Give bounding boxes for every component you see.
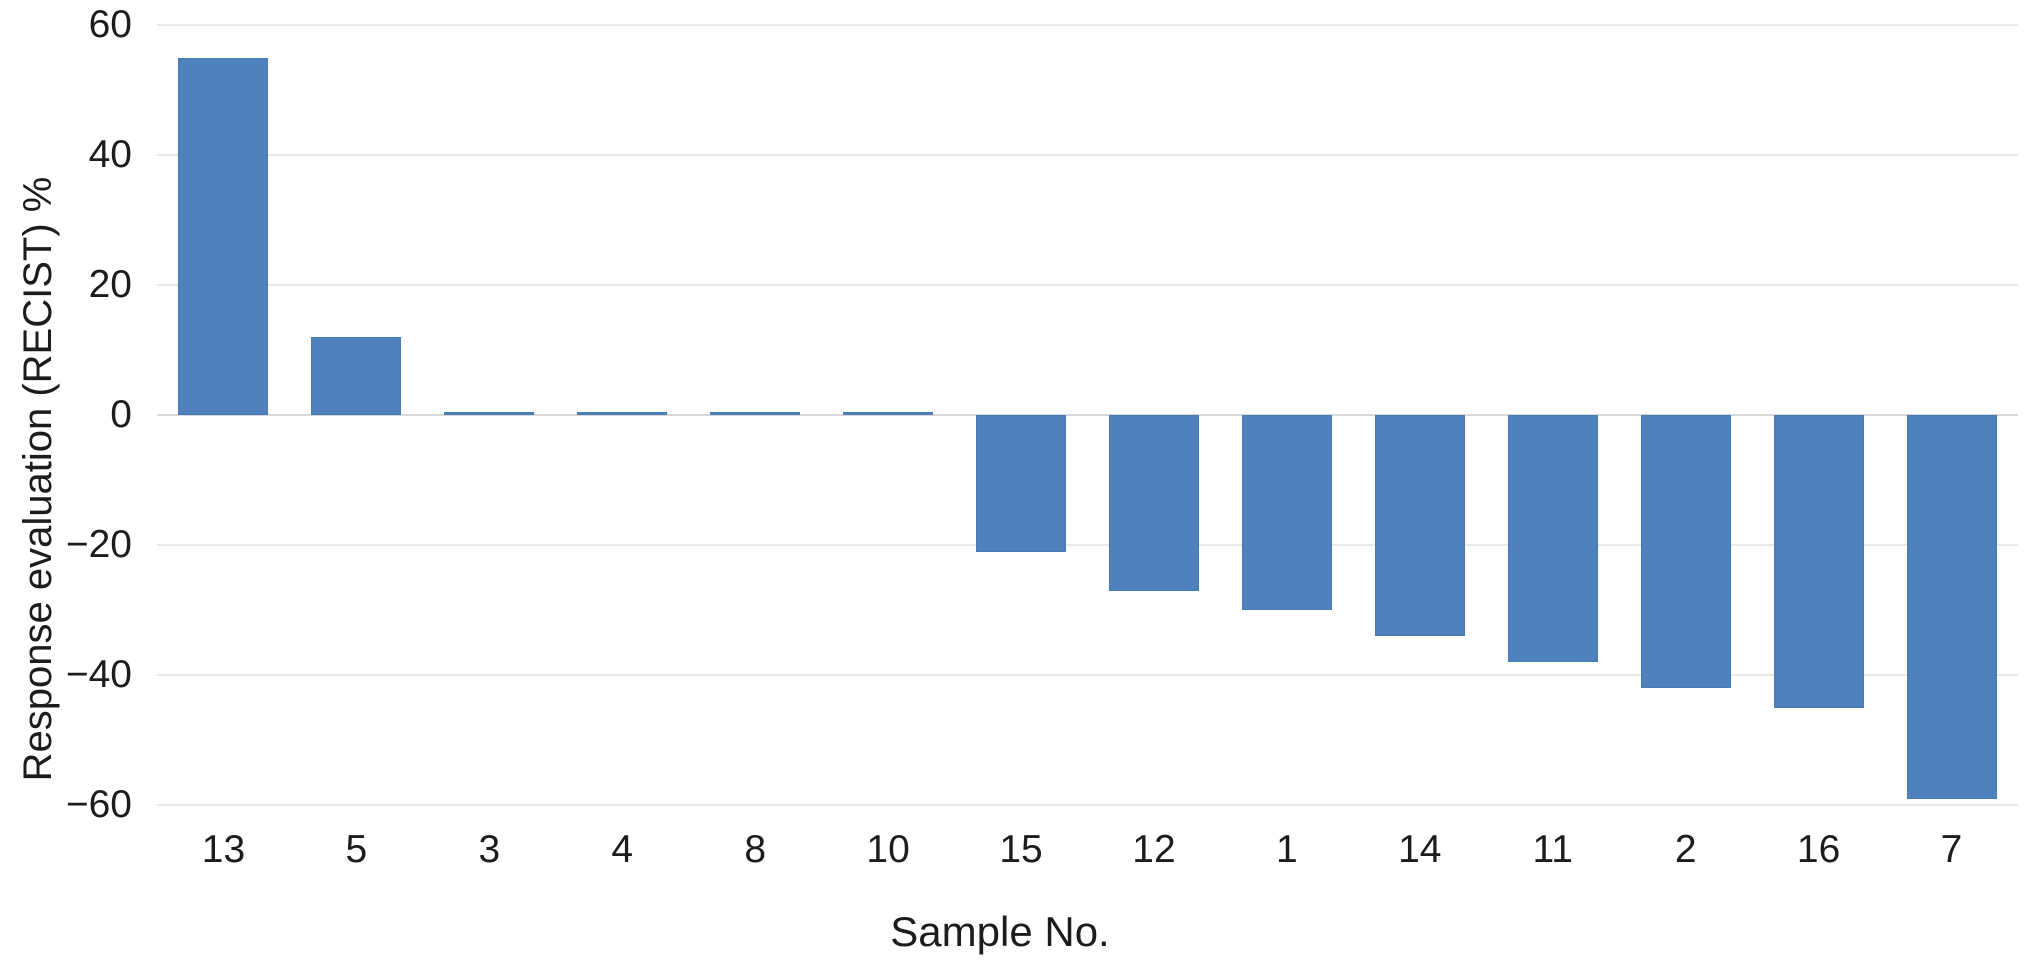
gridline: [157, 544, 2018, 546]
y-tick-label: 20: [88, 263, 132, 306]
bar-sample-7: [1906, 415, 1997, 799]
x-tick-label: 4: [611, 828, 634, 871]
x-tick-label: 3: [478, 828, 501, 871]
bar-sample-15: [976, 415, 1067, 552]
bar-sample-11: [1507, 415, 1598, 662]
bar-sample-5: [311, 337, 402, 415]
bar-sample-4: [577, 411, 668, 415]
x-tick-label: 15: [999, 828, 1043, 871]
x-tick-label: 2: [1674, 828, 1697, 871]
x-tick-label: 10: [866, 828, 910, 871]
x-tick-label: 1: [1276, 828, 1298, 871]
y-tick-label: −60: [65, 783, 132, 826]
gridline: [157, 804, 2018, 806]
x-tick-label: 16: [1796, 828, 1841, 871]
x-axis-title: Sample No.: [890, 908, 1110, 955]
y-tick-label: −40: [65, 653, 132, 696]
x-tick-label: 7: [1940, 828, 1963, 871]
y-tick-label: 40: [88, 133, 132, 176]
y-tick-label: −20: [65, 523, 132, 566]
x-tick-label: 14: [1398, 828, 1442, 871]
x-tick-label: 13: [201, 828, 246, 871]
y-tick-label: 0: [110, 393, 132, 436]
gridline: [157, 674, 2018, 676]
bar-sample-2: [1640, 415, 1731, 688]
x-tick-label: 5: [345, 828, 368, 871]
y-axis-title: Response evaluation (RECIST) %: [16, 176, 60, 782]
bar-sample-10: [843, 411, 934, 415]
bar-sample-12: [1108, 415, 1199, 591]
x-tick-label: 12: [1132, 828, 1176, 871]
x-tick-label: 11: [1532, 828, 1573, 871]
gridline: [157, 24, 2018, 26]
bar-sample-8: [710, 411, 801, 415]
bar-sample-14: [1374, 415, 1465, 636]
x-tick-label: 8: [744, 828, 767, 871]
gridline: [157, 154, 2018, 156]
bar-sample-13: [178, 57, 269, 415]
bar-sample-3: [444, 411, 535, 415]
bar-sample-16: [1773, 415, 1864, 708]
gridline: [157, 284, 2018, 286]
y-tick-label: 60: [88, 3, 132, 46]
zero-gridline: [157, 414, 2018, 416]
bar-sample-1: [1241, 415, 1332, 610]
